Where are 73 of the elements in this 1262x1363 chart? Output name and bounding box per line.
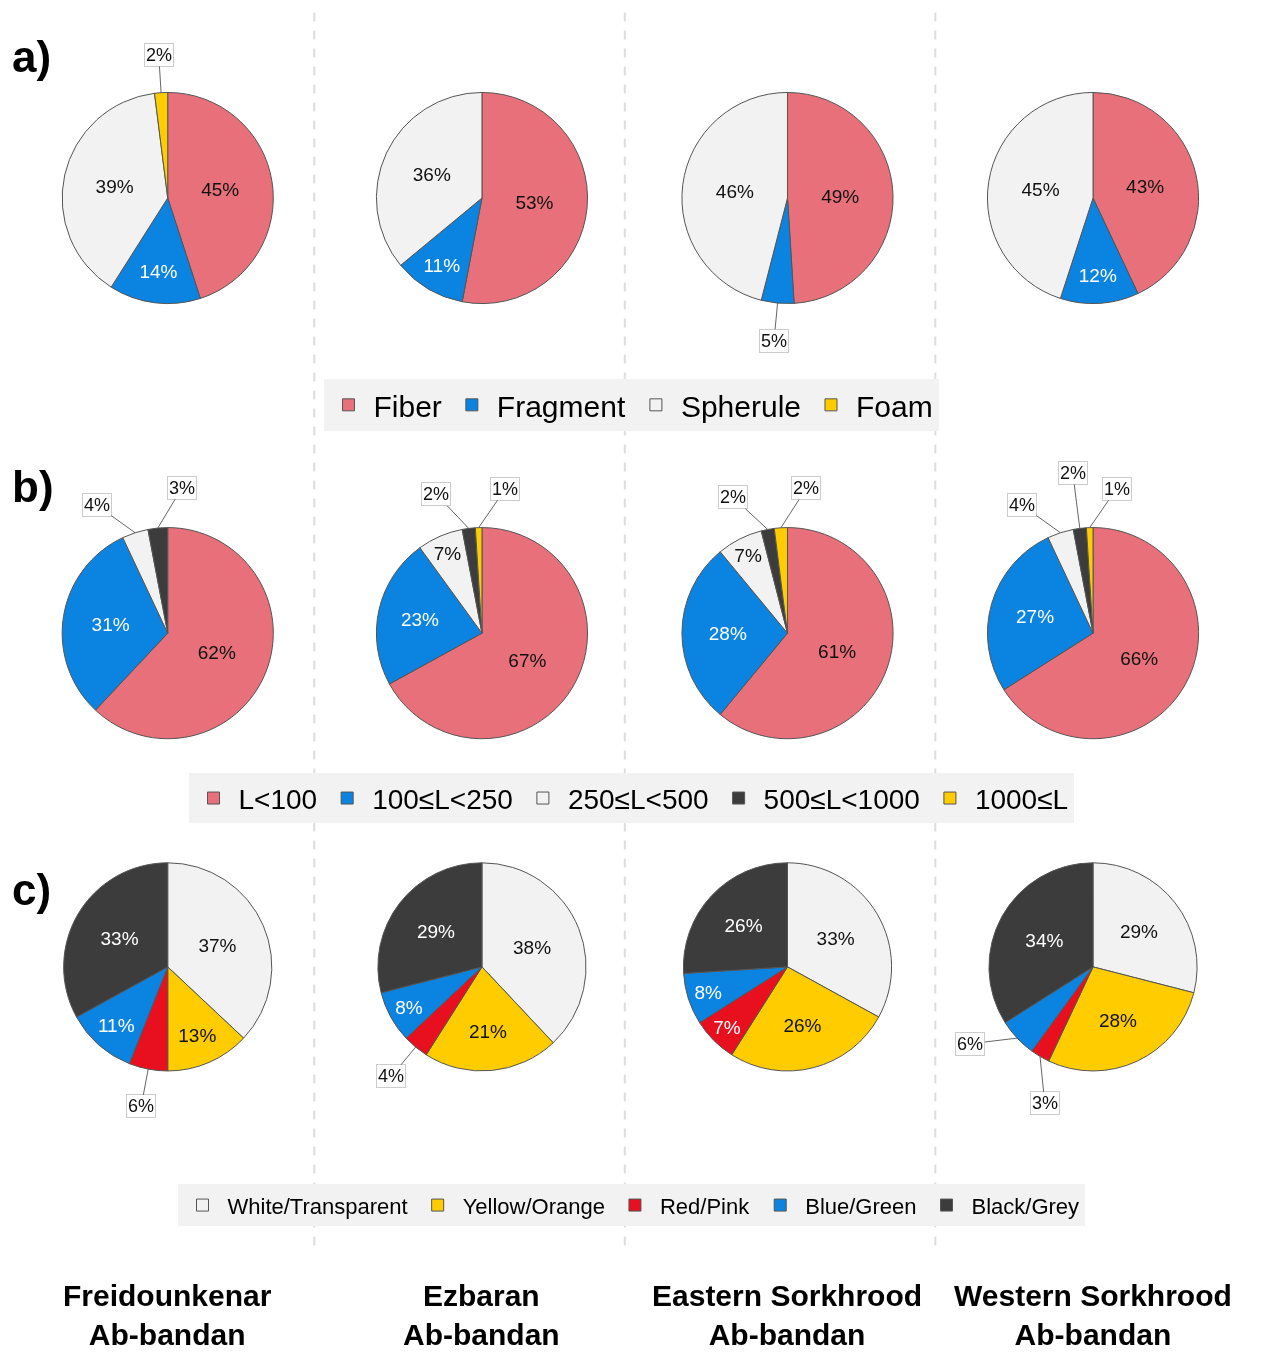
data-label: 2% bbox=[793, 478, 820, 498]
data-label: 4% bbox=[378, 1066, 405, 1086]
text: Freidounkenar Ab-bandan bbox=[63, 1279, 272, 1351]
data-label: 43% bbox=[1126, 175, 1165, 197]
data-label: 31% bbox=[91, 613, 130, 635]
data-label: 66% bbox=[1120, 648, 1159, 670]
data-label: 2% bbox=[720, 487, 747, 507]
data-label: 7% bbox=[713, 1016, 741, 1038]
data-label: 23% bbox=[400, 608, 440, 630]
legend-label: 1000≤L bbox=[974, 783, 1069, 815]
data-label: 8% bbox=[694, 982, 722, 1004]
data-label: 5% bbox=[761, 331, 788, 351]
data-label: 2% bbox=[423, 484, 450, 504]
data-label: 11% bbox=[423, 255, 461, 277]
data-label: 3% bbox=[169, 478, 196, 498]
legend-label: Black/Grey bbox=[971, 1193, 1080, 1219]
data-label: 2% bbox=[146, 45, 173, 65]
legend-label: 500≤L<1000 bbox=[763, 783, 920, 815]
legend-label: 100≤L<250 bbox=[372, 783, 513, 815]
data-label: 4% bbox=[1009, 495, 1036, 515]
data-label: 6% bbox=[128, 1096, 155, 1116]
data-label: 21% bbox=[468, 1020, 508, 1042]
data-label: 33% bbox=[100, 927, 139, 949]
data-label: 6% bbox=[957, 1034, 984, 1054]
legend-label: Blue/Green bbox=[805, 1193, 917, 1219]
chart-title: b) bbox=[12, 462, 54, 511]
legend-label: 250≤L<500 bbox=[567, 783, 709, 815]
data-label: 36% bbox=[412, 163, 451, 185]
data-label: 8% bbox=[395, 996, 423, 1018]
data-label: 49% bbox=[821, 185, 860, 207]
data-label: 39% bbox=[95, 175, 134, 197]
legend-label: Red/Pink bbox=[659, 1193, 751, 1219]
data-label: 67% bbox=[508, 649, 547, 671]
data-label: 28% bbox=[708, 622, 747, 644]
data-label: 2% bbox=[1060, 463, 1087, 483]
data-label: 38% bbox=[513, 936, 552, 958]
data-label: 1% bbox=[1104, 479, 1131, 499]
legend-label: White/Transparent bbox=[227, 1193, 408, 1219]
data-label: 7% bbox=[734, 545, 762, 567]
data-label: 26% bbox=[724, 915, 763, 937]
data-label: 4% bbox=[84, 495, 111, 515]
data-label: 14% bbox=[139, 260, 178, 282]
legend-label: Foam bbox=[856, 389, 933, 423]
data-label: 3% bbox=[1032, 1093, 1059, 1113]
data-label: 28% bbox=[1098, 1009, 1138, 1031]
data-label: 26% bbox=[783, 1014, 822, 1036]
data-label: 33% bbox=[816, 927, 855, 949]
chart-title: c) bbox=[12, 865, 52, 914]
text: Ezbaran Ab-bandan bbox=[403, 1279, 560, 1351]
data-label: 29% bbox=[416, 920, 456, 942]
data-label: 27% bbox=[1016, 605, 1055, 627]
legend-label: Spherule bbox=[680, 389, 801, 423]
chart-title: a) bbox=[12, 32, 52, 81]
data-label: 12% bbox=[1078, 264, 1117, 286]
legend-label: Fragment bbox=[496, 389, 626, 423]
data-label: 61% bbox=[818, 640, 857, 662]
legend-label: L<100 bbox=[238, 783, 318, 815]
data-label: 62% bbox=[197, 642, 236, 664]
data-label: 46% bbox=[715, 180, 754, 202]
data-label: 1% bbox=[492, 479, 519, 499]
data-label: 45% bbox=[201, 179, 240, 201]
data-label: 13% bbox=[178, 1024, 217, 1046]
data-label: 7% bbox=[433, 543, 462, 565]
data-label: 53% bbox=[515, 192, 554, 214]
data-label: 29% bbox=[1119, 920, 1159, 942]
data-label: 45% bbox=[1021, 179, 1060, 201]
legend-label: Fiber bbox=[373, 389, 442, 423]
legend-label: Yellow/Orange bbox=[462, 1193, 605, 1219]
text: Eastern Sorkhrood Ab-bandan bbox=[652, 1279, 923, 1351]
data-label: 34% bbox=[1025, 929, 1064, 951]
text: Western Sorkhrood Ab-bandan bbox=[954, 1279, 1232, 1351]
data-label: 11% bbox=[97, 1014, 135, 1036]
data-label: 37% bbox=[198, 934, 237, 956]
